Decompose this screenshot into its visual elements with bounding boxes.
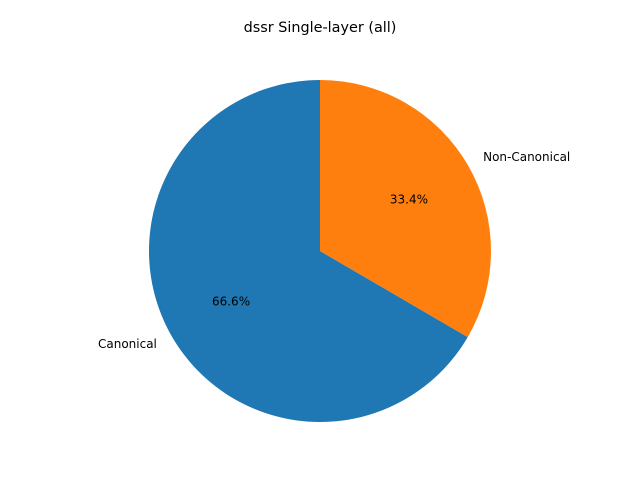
pie-slice-non-canonical: [320, 80, 491, 338]
pie-slice-canonical: [148, 80, 468, 422]
slice-label-non-canonical: Non-Canonical: [483, 150, 570, 164]
slices-layer: [148, 80, 491, 422]
slice-percent-canonical: 66.6%: [212, 295, 250, 309]
slice-percent-non-canonical: 33.4%: [390, 192, 428, 206]
chart-title: dssr Single-layer (all): [244, 20, 397, 36]
slice-label-canonical: Canonical: [98, 337, 157, 351]
labels-layer: Canonical 66.6% Non-Canonical 33.4%: [98, 150, 570, 351]
